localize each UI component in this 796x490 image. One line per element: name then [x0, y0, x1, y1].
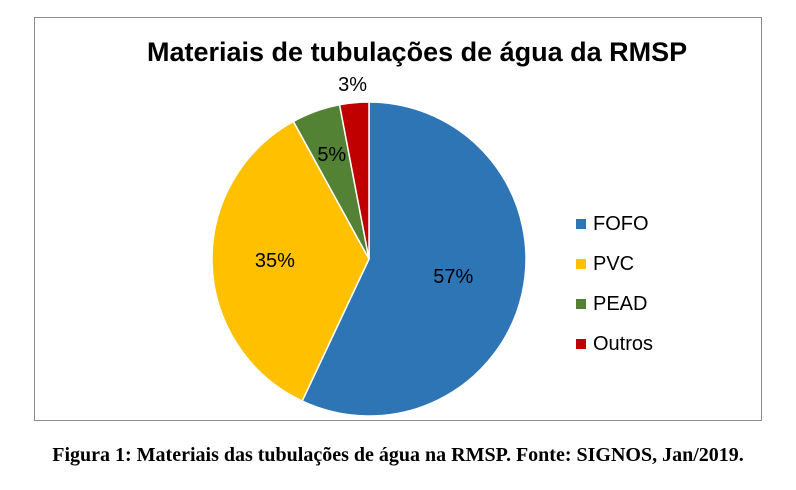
figure-caption: Figura 1: Materiais das tubulações de ág…: [52, 444, 744, 466]
legend-swatch: [576, 299, 586, 309]
data-label-pvc: 35%: [255, 250, 295, 272]
pie-slice-outros: [338, 101, 370, 260]
chart-title: Materiais de tubulações de água da RMSP: [147, 37, 688, 67]
legend-item-pead: PEAD: [576, 284, 726, 324]
legend-label: Outros: [593, 332, 654, 355]
chart-legend: FOFO PVC PEAD Outros: [576, 204, 726, 364]
pie-slice-fofo: [301, 101, 527, 417]
legend-swatch: [576, 339, 586, 349]
legend-swatch: [576, 219, 586, 229]
data-label-fofo: 57%: [433, 266, 473, 288]
data-label-pead: 5%: [317, 144, 346, 166]
legend-label: FOFO: [593, 212, 649, 235]
chart-area: Materiais de tubulações de água da RMSP …: [34, 17, 762, 421]
pie-chart: 57% 35% 5% 3%: [211, 74, 527, 417]
legend-item-pvc: PVC: [576, 244, 726, 284]
legend-swatch: [576, 259, 586, 269]
legend-item-outros: Outros: [576, 324, 726, 364]
data-label-outros: 3%: [338, 74, 367, 96]
legend-label: PVC: [593, 252, 635, 275]
legend-label: PEAD: [593, 292, 648, 315]
pie-slice-pvc: [211, 120, 370, 403]
legend-item-fofo: FOFO: [576, 204, 726, 244]
